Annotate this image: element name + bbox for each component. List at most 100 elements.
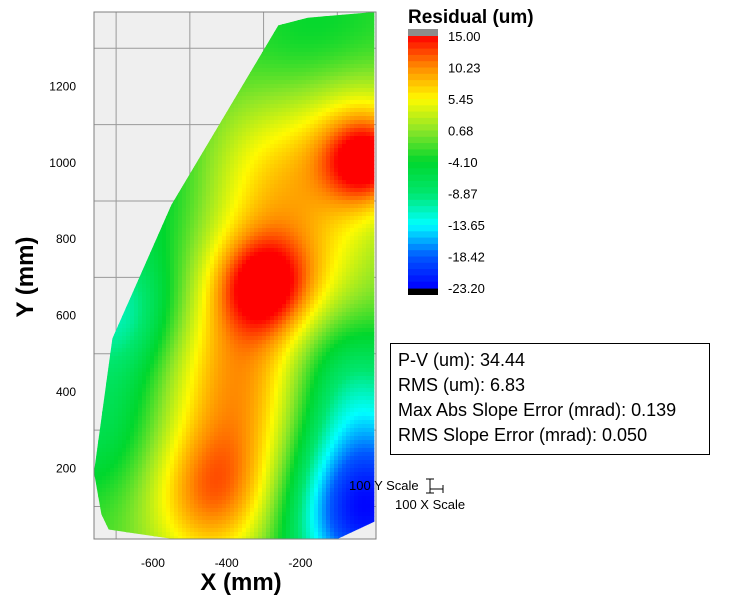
heat-cell bbox=[246, 136, 251, 141]
heat-cell bbox=[322, 128, 327, 133]
heat-cell bbox=[246, 164, 251, 169]
heat-cell bbox=[302, 256, 307, 261]
heat-cell bbox=[370, 104, 375, 109]
heat-cell bbox=[374, 16, 375, 21]
heat-cell bbox=[178, 268, 183, 273]
heat-cell bbox=[374, 164, 375, 169]
heat-cell bbox=[226, 116, 231, 121]
heat-cell bbox=[270, 88, 275, 93]
heat-cell bbox=[234, 108, 239, 113]
heat-cell bbox=[370, 264, 375, 269]
heat-cell bbox=[358, 148, 363, 153]
heat-cell bbox=[318, 56, 323, 61]
heat-cell bbox=[366, 164, 371, 169]
heat-cell bbox=[314, 96, 319, 101]
heat-cell bbox=[294, 88, 299, 93]
heat-cell bbox=[214, 232, 219, 237]
heat-cell bbox=[354, 192, 359, 197]
heat-cell bbox=[246, 116, 251, 121]
heat-cell bbox=[366, 56, 371, 61]
heat-cell bbox=[214, 172, 219, 177]
heat-cell bbox=[214, 196, 219, 201]
heat-cell bbox=[342, 100, 347, 105]
heat-cell bbox=[306, 32, 311, 37]
heat-cell bbox=[326, 32, 331, 37]
heat-cell bbox=[278, 132, 283, 137]
heat-cell bbox=[146, 260, 151, 265]
heat-cell bbox=[286, 180, 291, 185]
heat-cell bbox=[254, 136, 259, 141]
heat-cell bbox=[182, 196, 187, 201]
heat-cell bbox=[294, 120, 299, 125]
heat-cell bbox=[342, 32, 347, 37]
heat-cell bbox=[310, 72, 315, 77]
heat-cell bbox=[214, 136, 219, 141]
heat-cell bbox=[250, 240, 255, 245]
heat-cell bbox=[286, 84, 291, 89]
heat-cell bbox=[318, 244, 323, 249]
heat-cell bbox=[290, 244, 295, 249]
heat-cell bbox=[254, 172, 259, 177]
heat-cell bbox=[238, 212, 243, 217]
heat-cell bbox=[330, 276, 335, 281]
heat-cell bbox=[278, 240, 283, 245]
heat-cell bbox=[266, 220, 271, 225]
heat-cell bbox=[334, 172, 339, 177]
heat-cell bbox=[342, 68, 347, 73]
heat-cell bbox=[362, 108, 367, 113]
heat-cell bbox=[330, 124, 335, 129]
heat-cell bbox=[262, 284, 267, 289]
heat-cell bbox=[334, 156, 339, 161]
heat-cell bbox=[370, 64, 375, 69]
heat-cell bbox=[274, 128, 279, 133]
heat-cell bbox=[158, 236, 163, 241]
heat-cell bbox=[258, 100, 263, 105]
heat-cell bbox=[374, 48, 375, 53]
heat-cell bbox=[310, 36, 315, 41]
heat-cell bbox=[346, 124, 351, 129]
heat-cell bbox=[314, 136, 319, 141]
heat-cell bbox=[222, 216, 227, 221]
heat-cell bbox=[338, 116, 343, 121]
heat-cell bbox=[234, 200, 239, 205]
heat-cell bbox=[270, 264, 275, 269]
heat-cell bbox=[314, 68, 319, 73]
heat-cell bbox=[266, 56, 271, 61]
heat-cell bbox=[238, 276, 243, 281]
heat-cell bbox=[362, 200, 367, 205]
heat-cell bbox=[310, 152, 315, 157]
heat-cell bbox=[294, 148, 299, 153]
heat-cell bbox=[170, 228, 175, 233]
heat-cell bbox=[286, 104, 291, 109]
heat-cell bbox=[354, 156, 359, 161]
heat-cell bbox=[350, 160, 355, 165]
heat-cell bbox=[350, 252, 355, 257]
heat-cell bbox=[310, 172, 315, 177]
heat-cell bbox=[306, 272, 311, 277]
heat-cell bbox=[178, 216, 183, 221]
heat-cell bbox=[338, 268, 343, 273]
heat-cell bbox=[374, 224, 375, 229]
heat-cell bbox=[318, 120, 323, 125]
heat-cell bbox=[194, 288, 199, 293]
heat-cell bbox=[358, 284, 363, 289]
heat-cell bbox=[358, 64, 363, 69]
heat-cell bbox=[218, 252, 223, 257]
heat-cell bbox=[338, 240, 343, 245]
heat-cell bbox=[338, 264, 343, 269]
heat-cell bbox=[270, 56, 275, 61]
heat-cell bbox=[334, 132, 339, 137]
heat-cell bbox=[302, 164, 307, 169]
heat-cell bbox=[350, 64, 355, 69]
heat-cell bbox=[326, 116, 331, 121]
heat-cell bbox=[298, 68, 303, 73]
heat-cell bbox=[294, 272, 299, 277]
heat-cell bbox=[234, 216, 239, 221]
heat-cell bbox=[330, 156, 335, 161]
heat-cell bbox=[354, 280, 359, 285]
heat-cell bbox=[358, 112, 363, 117]
heat-cell bbox=[286, 252, 291, 257]
heat-cell bbox=[282, 260, 287, 265]
heat-cell bbox=[310, 124, 315, 129]
heat-cell bbox=[242, 92, 247, 97]
